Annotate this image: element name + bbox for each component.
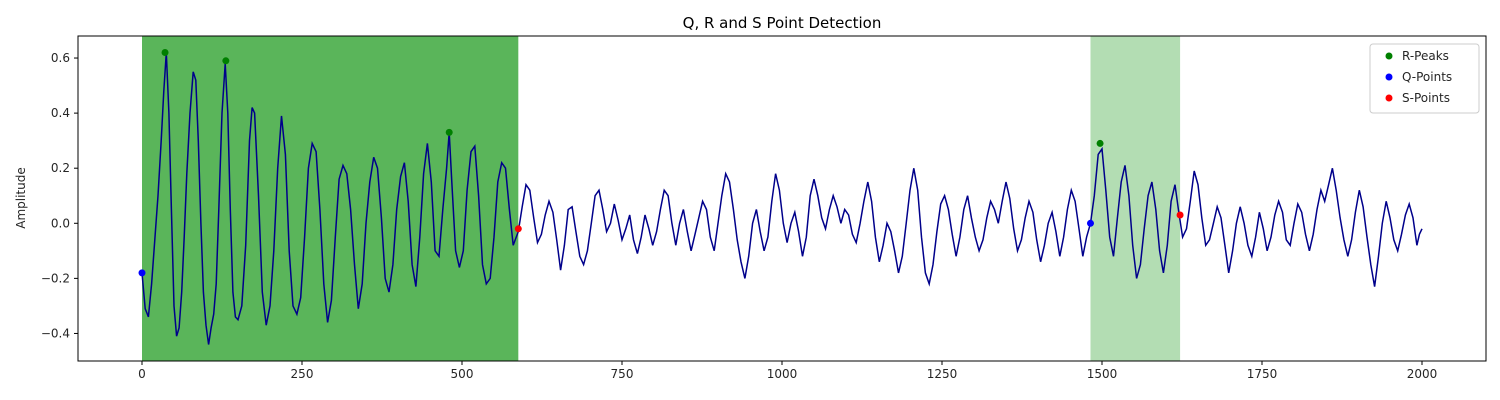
x-tick-label: 750 [611, 367, 634, 381]
r-peaks-marker-4 [1096, 139, 1104, 147]
legend-marker-s-points [1385, 94, 1393, 102]
x-tick-label: 500 [451, 367, 474, 381]
x-tick-label: 2000 [1407, 367, 1438, 381]
y-tick-label: −0.4 [41, 326, 70, 340]
legend-label-r-peaks: R-Peaks [1402, 49, 1449, 63]
shaded-region-2 [1090, 36, 1181, 361]
y-tick-label: 0.0 [51, 216, 70, 230]
x-tick-label: 1000 [767, 367, 798, 381]
chart-title: Q, R and S Point Detection [683, 14, 882, 32]
legend-label-s-points: S-Points [1402, 91, 1450, 105]
legend: R-Peaks Q-Points S-Points [1369, 43, 1480, 114]
signal-layer [141, 52, 1423, 345]
q-points-marker-2 [1086, 219, 1094, 227]
y-tick-label: 0.4 [51, 106, 70, 120]
y-axis-label: Amplitude [14, 167, 28, 229]
shaded-region-1 [142, 36, 519, 361]
y-tick-label: 0.6 [51, 51, 70, 65]
legend-marker-r-peaks [1385, 52, 1393, 60]
x-tick-label: 0 [138, 367, 146, 381]
s-points-marker-1 [514, 225, 522, 233]
y-tick-label: 0.2 [51, 161, 70, 175]
legend-box [1369, 43, 1480, 114]
r-peaks-marker-3 [445, 128, 453, 136]
x-axis: 0 250 500 750 1000 1250 1500 1750 2000 [138, 361, 1437, 381]
y-axis: −0.4 −0.2 0.0 0.2 0.4 0.6 [41, 51, 78, 340]
x-tick-label: 1250 [927, 367, 958, 381]
q-points-marker-1 [138, 269, 146, 277]
s-points-marker-2 [1176, 211, 1184, 219]
detected-points [138, 49, 1184, 277]
y-tick-label: −0.2 [41, 271, 70, 285]
x-tick-label: 1500 [1087, 367, 1118, 381]
x-tick-label: 1750 [1247, 367, 1278, 381]
r-peaks-marker-2 [222, 57, 230, 65]
legend-label-q-points: Q-Points [1402, 70, 1452, 84]
legend-marker-q-points [1385, 73, 1393, 81]
ecg-signal-line [141, 52, 1423, 345]
r-peaks-marker-1 [161, 49, 169, 57]
x-tick-label: 250 [291, 367, 314, 381]
